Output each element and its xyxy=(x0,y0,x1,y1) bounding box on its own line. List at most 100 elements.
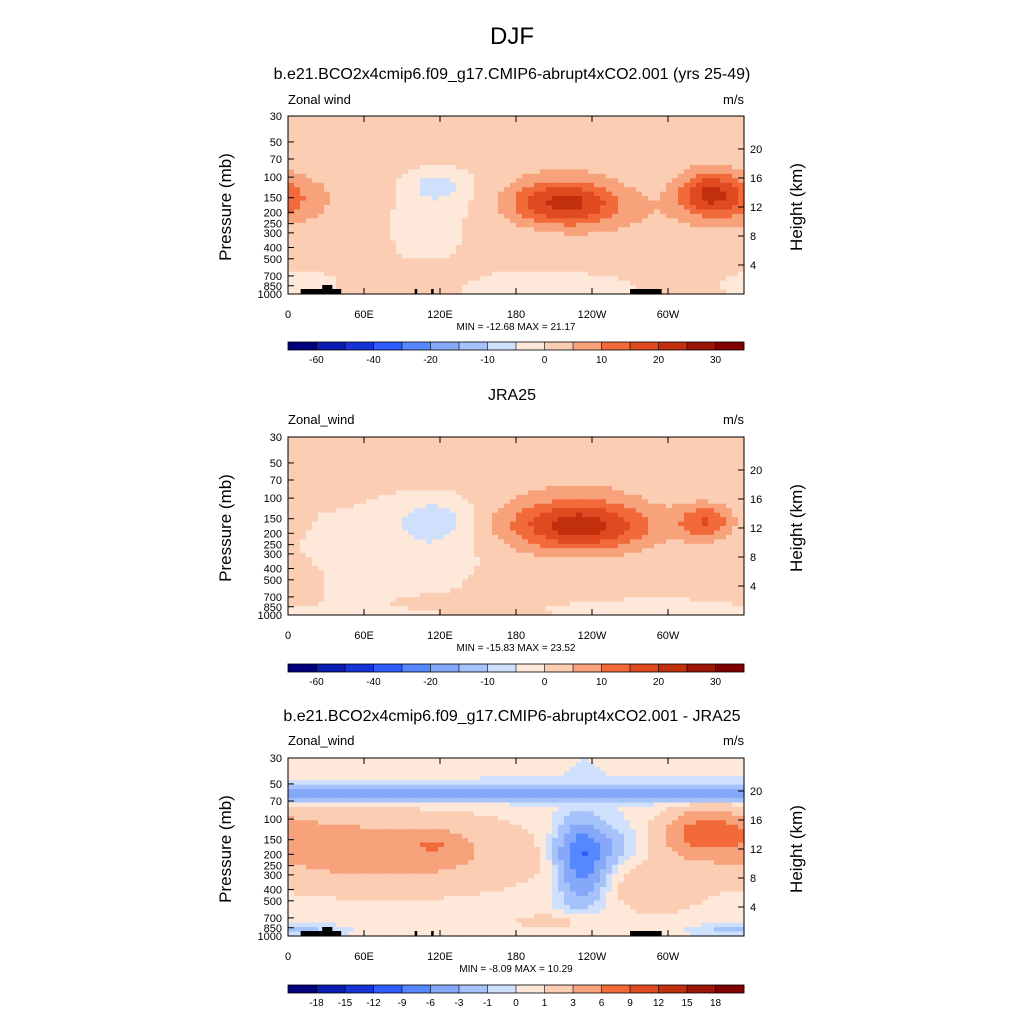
contour-cell xyxy=(426,494,433,500)
contour-cell xyxy=(372,485,379,491)
contour-cell xyxy=(378,499,385,505)
contour-cell xyxy=(726,222,733,228)
contour-cell xyxy=(426,485,433,491)
contour-cell xyxy=(528,147,535,153)
contour-cell xyxy=(582,120,589,126)
contour-cell xyxy=(366,459,373,465)
contour-cell xyxy=(552,253,559,259)
contour-cell xyxy=(732,227,739,233)
contour-cell xyxy=(420,508,427,514)
contour-cell xyxy=(588,508,595,514)
contour-cell xyxy=(462,530,469,536)
contour-cell xyxy=(318,209,325,215)
contour-cell xyxy=(696,477,703,483)
contour-cell xyxy=(444,445,451,451)
contour-cell xyxy=(492,539,499,545)
contour-cell xyxy=(408,468,415,474)
contour-cell xyxy=(564,445,571,451)
contour-cell xyxy=(396,120,403,126)
contour-cell xyxy=(582,200,589,206)
contour-cell xyxy=(504,164,511,170)
contour-cell xyxy=(594,173,601,179)
contour-cell xyxy=(300,173,307,179)
contour-cell xyxy=(510,191,517,197)
contour-cell xyxy=(516,490,523,496)
contour-cell xyxy=(444,182,451,188)
contour-cell xyxy=(378,116,385,122)
contour-cell xyxy=(660,151,667,157)
contour-cell xyxy=(726,463,733,469)
contour-cell xyxy=(456,164,463,170)
contour-cell xyxy=(720,267,727,273)
contour-cell xyxy=(534,472,541,478)
contour-cell xyxy=(684,262,691,268)
contour-cell xyxy=(312,164,319,170)
contour-cell xyxy=(342,142,349,148)
contour-cell xyxy=(426,258,433,264)
contour-cell xyxy=(354,164,361,170)
contour-cell xyxy=(576,124,583,130)
contour-cell xyxy=(408,517,415,523)
contour-cell xyxy=(432,490,439,496)
contour-cell xyxy=(552,276,559,282)
contour-cell xyxy=(414,262,421,268)
contour-cell xyxy=(366,450,373,456)
contour-cell xyxy=(492,209,499,215)
contour-cell xyxy=(582,437,589,443)
contour-cell xyxy=(288,276,295,282)
contour-cell xyxy=(708,508,715,514)
contour-cell xyxy=(390,231,397,237)
contour-cell xyxy=(546,187,553,193)
contour-cell xyxy=(468,209,475,215)
contour-cell xyxy=(558,285,565,291)
contour-cell xyxy=(558,169,565,175)
contour-cell xyxy=(612,231,619,237)
contour-cell xyxy=(288,490,295,496)
contour-cell xyxy=(702,231,709,237)
contour-cell xyxy=(546,138,553,144)
contour-cell xyxy=(594,129,601,135)
contour-cell xyxy=(582,116,589,122)
contour-cell xyxy=(300,543,307,549)
contour-cell xyxy=(318,494,325,500)
contour-cell xyxy=(720,463,727,469)
contour-cell xyxy=(318,160,325,166)
contour-cell xyxy=(714,503,721,509)
contour-cell xyxy=(708,285,715,291)
contour-cell xyxy=(288,231,295,237)
contour-cell xyxy=(636,477,643,483)
contour-cell xyxy=(504,472,511,478)
contour-cell xyxy=(594,142,601,148)
contour-cell xyxy=(492,196,499,202)
contour-cell xyxy=(630,253,637,259)
contour-cell xyxy=(348,147,355,153)
contour-cell xyxy=(510,445,517,451)
contour-cell xyxy=(732,240,739,246)
contour-cell xyxy=(720,490,727,496)
contour-cell xyxy=(552,258,559,264)
contour-cell xyxy=(594,472,601,478)
contour-cell xyxy=(510,539,517,545)
contour-cell xyxy=(516,499,523,505)
contour-cell xyxy=(330,271,337,277)
contour-cell xyxy=(726,240,733,246)
contour-cell xyxy=(468,494,475,500)
contour-cell xyxy=(450,129,457,135)
y-right-axis-title: Height (km) xyxy=(787,163,806,251)
contour-cell xyxy=(468,227,475,233)
contour-cell xyxy=(642,490,649,496)
contour-cell xyxy=(480,530,487,536)
contour-cell xyxy=(450,209,457,215)
contour-cell xyxy=(726,262,733,268)
contour-cell xyxy=(534,151,541,157)
contour-cell xyxy=(390,289,397,295)
contour-cell xyxy=(390,196,397,202)
contour-cell xyxy=(678,253,685,259)
contour-cell xyxy=(612,494,619,500)
contour-cell xyxy=(600,289,607,295)
contour-cell xyxy=(558,240,565,246)
contour-cell xyxy=(408,258,415,264)
contour-cell xyxy=(456,236,463,242)
contour-cell xyxy=(684,178,691,184)
contour-cell xyxy=(738,285,745,291)
